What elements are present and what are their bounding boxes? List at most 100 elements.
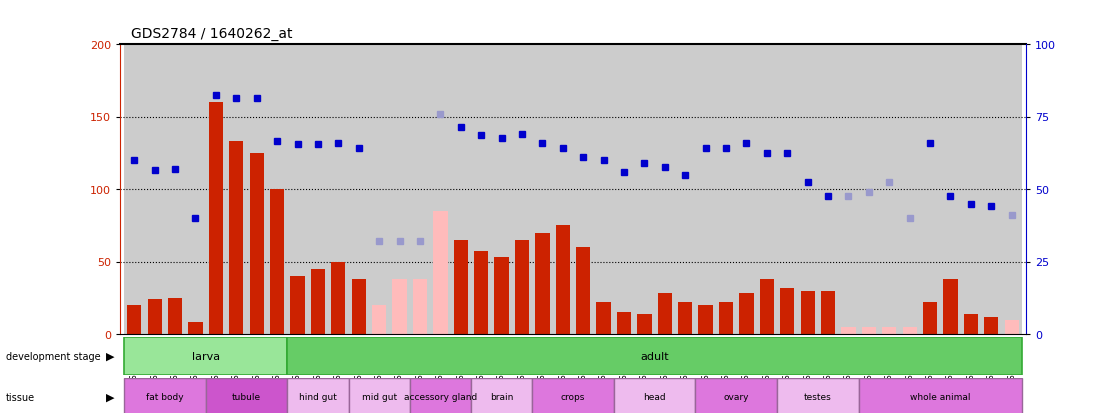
Bar <box>124 337 287 375</box>
Text: ovary: ovary <box>723 392 749 401</box>
Bar <box>637 314 652 334</box>
Bar <box>270 190 285 334</box>
Bar <box>536 233 549 334</box>
Bar <box>798 45 818 334</box>
Text: head: head <box>643 392 666 401</box>
Bar <box>634 45 655 334</box>
Bar <box>777 45 798 334</box>
Bar <box>209 103 223 334</box>
Bar <box>393 279 406 334</box>
Bar <box>167 298 182 334</box>
Bar <box>494 258 509 334</box>
Text: crops: crops <box>561 392 585 401</box>
Bar <box>981 45 1001 334</box>
Bar <box>695 378 777 413</box>
Text: ▶: ▶ <box>106 392 115 402</box>
Bar <box>430 45 451 334</box>
Bar <box>573 45 594 334</box>
Text: mid gut: mid gut <box>362 392 396 401</box>
Bar <box>943 279 958 334</box>
Bar <box>1004 320 1019 334</box>
Bar <box>614 378 695 413</box>
Bar <box>984 317 999 334</box>
Text: GDS2784 / 1640262_at: GDS2784 / 1640262_at <box>132 27 292 41</box>
Bar <box>903 327 917 334</box>
Bar <box>1001 45 1022 334</box>
Text: testes: testes <box>804 392 831 401</box>
Bar <box>348 378 410 413</box>
Bar <box>471 378 532 413</box>
Bar <box>514 240 529 334</box>
Bar <box>737 45 757 334</box>
Text: hind gut: hind gut <box>299 392 337 401</box>
Bar <box>920 45 941 334</box>
Text: larva: larva <box>192 351 220 361</box>
Bar <box>780 288 795 334</box>
Bar <box>923 302 937 334</box>
Bar <box>127 305 142 334</box>
Bar <box>858 45 879 334</box>
Bar <box>675 45 695 334</box>
Bar <box>267 45 287 334</box>
Bar <box>899 45 920 334</box>
Bar <box>451 45 471 334</box>
Bar <box>964 314 978 334</box>
Bar <box>941 45 961 334</box>
Bar <box>147 299 162 334</box>
Text: brain: brain <box>490 392 513 401</box>
Bar <box>453 240 468 334</box>
Bar <box>594 45 614 334</box>
Bar <box>838 45 858 334</box>
Bar <box>369 45 389 334</box>
Bar <box>715 45 737 334</box>
Bar <box>410 378 471 413</box>
Bar <box>124 45 144 334</box>
Bar <box>205 45 227 334</box>
Text: ▶: ▶ <box>106 351 115 361</box>
Bar <box>290 276 305 334</box>
Bar <box>352 279 366 334</box>
Bar <box>185 45 205 334</box>
Bar <box>328 45 348 334</box>
Bar <box>471 45 491 334</box>
Bar <box>308 45 328 334</box>
Bar <box>189 323 203 334</box>
Bar <box>227 45 247 334</box>
Bar <box>331 262 346 334</box>
Bar <box>433 211 448 334</box>
Bar <box>655 45 675 334</box>
Bar <box>532 45 552 334</box>
Bar <box>760 279 775 334</box>
Bar <box>410 45 430 334</box>
Bar <box>287 337 1022 375</box>
Bar <box>532 378 614 413</box>
Bar <box>287 45 308 334</box>
Text: tissue: tissue <box>6 392 35 402</box>
Bar <box>719 302 733 334</box>
Bar <box>882 327 896 334</box>
Bar <box>491 45 512 334</box>
Bar <box>695 45 715 334</box>
Bar <box>229 142 243 334</box>
Bar <box>512 45 532 334</box>
Text: development stage: development stage <box>6 351 100 361</box>
Text: accessory gland: accessory gland <box>404 392 477 401</box>
Text: fat body: fat body <box>146 392 184 401</box>
Bar <box>699 305 713 334</box>
Text: whole animal: whole animal <box>910 392 971 401</box>
Bar <box>348 45 369 334</box>
Bar <box>617 313 632 334</box>
Bar <box>372 305 386 334</box>
Text: adult: adult <box>641 351 668 361</box>
Bar <box>821 291 835 334</box>
Bar <box>165 45 185 334</box>
Bar <box>614 45 634 334</box>
Bar <box>144 45 165 334</box>
Bar <box>250 153 263 334</box>
Bar <box>389 45 410 334</box>
Bar <box>862 327 876 334</box>
Bar <box>961 45 981 334</box>
Bar <box>739 294 753 334</box>
Text: tubule: tubule <box>232 392 261 401</box>
Bar <box>552 45 573 334</box>
